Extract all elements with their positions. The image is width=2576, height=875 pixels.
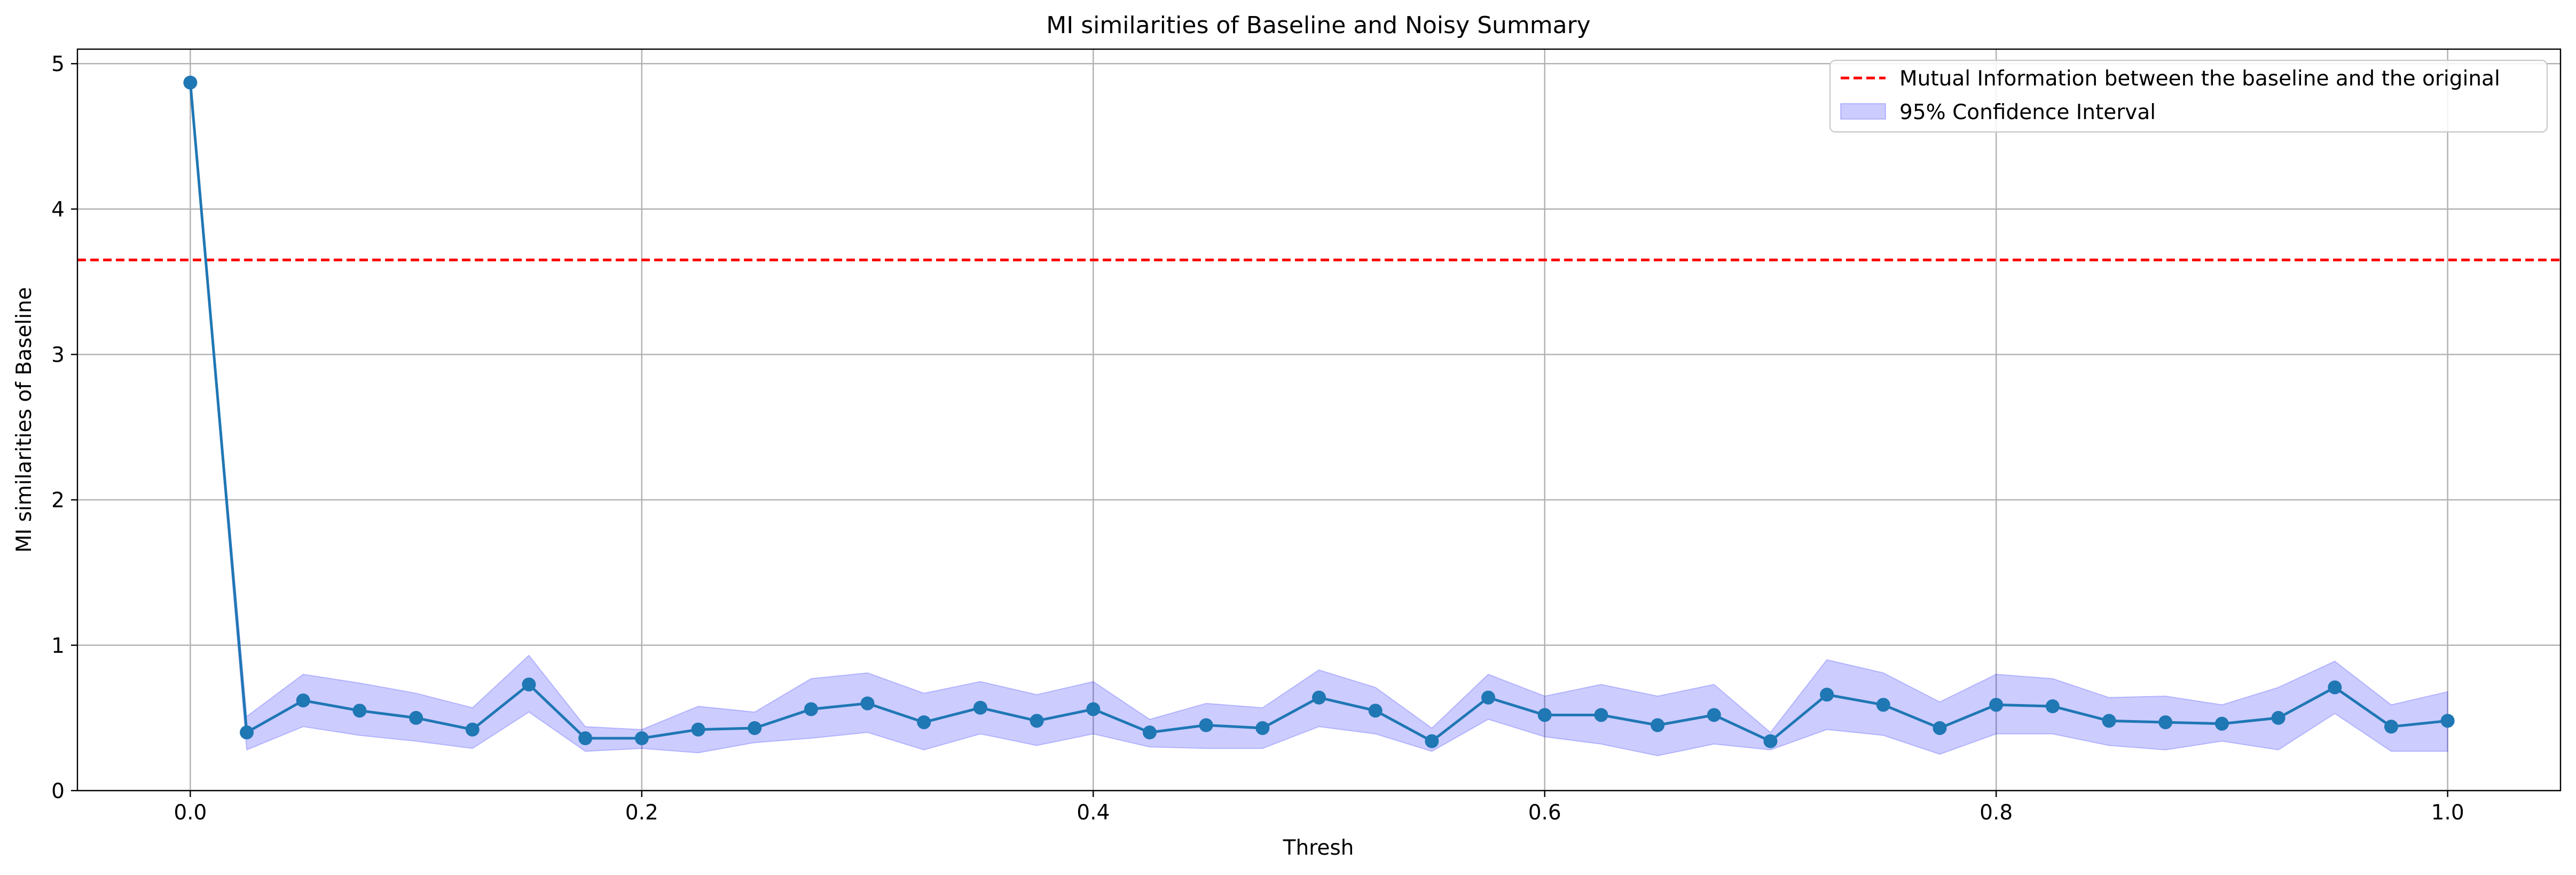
x-tick-label: 0.6 xyxy=(1528,801,1561,825)
data-point xyxy=(1086,702,1101,716)
data-point xyxy=(804,702,818,716)
data-point xyxy=(1199,718,1213,732)
legend-confidence-label: 95% Confidence Interval xyxy=(1899,100,2156,124)
series-group xyxy=(183,75,2455,748)
data-point xyxy=(1537,708,1552,722)
x-tick-label: 0.4 xyxy=(1077,801,1110,825)
data-point xyxy=(2214,716,2229,731)
data-point xyxy=(2271,710,2286,725)
data-point xyxy=(522,677,536,692)
y-axis: 0 1 2 3 4 5 xyxy=(51,52,77,803)
x-tick-label: 1.0 xyxy=(2431,801,2464,825)
data-point xyxy=(2102,714,2116,728)
x-axis-label: Thresh xyxy=(1283,836,1354,860)
y-tick-label: 1 xyxy=(51,634,65,658)
y-tick-label: 0 xyxy=(51,779,65,803)
x-tick-label: 0.2 xyxy=(625,801,658,825)
y-tick-label: 5 xyxy=(51,52,65,76)
data-point xyxy=(183,75,198,90)
legend-box xyxy=(1829,59,2548,133)
x-tick-label: 0.0 xyxy=(174,801,207,825)
y-tick-label: 3 xyxy=(51,343,65,368)
legend-confidence-swatch xyxy=(1840,103,1886,120)
data-point xyxy=(2328,680,2342,694)
data-point xyxy=(409,710,423,725)
data-point xyxy=(2045,699,2060,714)
data-point xyxy=(1142,725,1157,740)
data-point xyxy=(465,722,480,737)
y-axis-label: MI similarities of Baseline xyxy=(12,287,36,552)
data-point xyxy=(2384,720,2398,734)
x-tick-label: 0.8 xyxy=(1980,801,2013,825)
data-point xyxy=(1255,721,1270,735)
data-point xyxy=(2158,715,2173,730)
data-point xyxy=(1312,690,1326,705)
data-point xyxy=(240,725,254,740)
chart-title: MI similarities of Baseline and Noisy Su… xyxy=(1046,12,1590,39)
data-point xyxy=(860,696,875,710)
data-point xyxy=(2440,714,2455,728)
data-point xyxy=(1030,714,1044,728)
data-point xyxy=(1481,690,1496,705)
data-point xyxy=(1594,708,1608,722)
data-point xyxy=(973,700,987,715)
y-tick-label: 4 xyxy=(51,198,65,222)
data-point xyxy=(352,704,367,718)
legend: Mutual Information between the baseline … xyxy=(1829,59,2548,133)
data-point xyxy=(634,731,649,746)
y-tick-label: 2 xyxy=(51,489,65,513)
data-point xyxy=(1707,708,1721,722)
plot-frame xyxy=(76,48,2562,792)
data-point xyxy=(1763,734,1778,748)
data-point xyxy=(1651,718,1665,732)
legend-reference-line-label: Mutual Information between the baseline … xyxy=(1899,67,2500,91)
data-point xyxy=(1368,704,1383,718)
x-axis: 0.0 0.2 0.4 0.6 0.8 1.0 xyxy=(174,791,2464,825)
data-point xyxy=(578,731,593,746)
data-point xyxy=(691,722,705,737)
data-point xyxy=(748,721,762,735)
data-point xyxy=(917,715,931,730)
data-point xyxy=(1820,688,1834,702)
data-point xyxy=(1933,721,1947,735)
data-point xyxy=(296,693,310,708)
data-point xyxy=(1876,698,1890,712)
data-point xyxy=(1989,698,2004,712)
data-point xyxy=(1425,734,1439,748)
